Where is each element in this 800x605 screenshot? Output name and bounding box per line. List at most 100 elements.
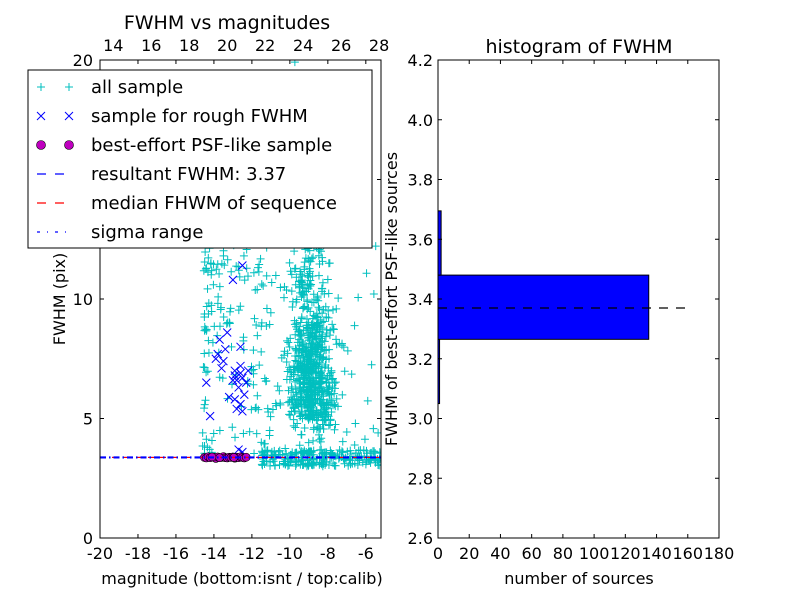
all-sample-point xyxy=(280,347,289,356)
rough-sample-point xyxy=(228,375,238,385)
all-sample-point xyxy=(218,374,227,383)
x-tick-label: -12 xyxy=(239,544,265,563)
all-sample-point xyxy=(300,258,309,267)
all-sample-point xyxy=(291,462,300,471)
all-sample-point xyxy=(291,264,300,273)
all-sample-point xyxy=(290,367,299,376)
all-sample-point xyxy=(223,318,232,327)
all-sample-point xyxy=(282,286,291,295)
all-sample-point xyxy=(350,321,359,330)
all-sample-point xyxy=(315,358,324,367)
all-sample-point xyxy=(297,313,306,322)
scatter-title: FWHM vs magnitudes xyxy=(124,12,330,34)
all-sample-point xyxy=(296,318,305,327)
all-sample-point xyxy=(371,242,380,251)
all-sample-point xyxy=(328,305,337,314)
all-sample-point xyxy=(342,428,351,437)
all-sample-point xyxy=(215,282,224,291)
all-sample-point xyxy=(213,260,222,269)
all-sample-point xyxy=(319,392,328,401)
all-sample-point xyxy=(346,449,355,458)
legend-label: median FHWM of sequence xyxy=(91,193,337,214)
all-sample-point xyxy=(291,377,300,386)
all-sample-point xyxy=(249,346,258,355)
x-tick-label: 20 xyxy=(459,544,479,563)
all-sample-point xyxy=(324,421,333,430)
rough-sample-point xyxy=(239,390,249,399)
all-sample-point xyxy=(318,399,327,408)
all-sample-point xyxy=(226,307,235,316)
rough-sample-point xyxy=(230,395,240,404)
all-sample-point xyxy=(226,304,235,313)
all-sample-point xyxy=(280,282,289,291)
all-sample-point xyxy=(260,439,269,448)
all-sample-point xyxy=(304,331,313,340)
scatter-plot: FWHM vs magnitudes -20 -18 -16 -14 -12 -10 -8 -… xyxy=(27,12,389,588)
all-sample-point xyxy=(286,267,295,276)
all-sample-point xyxy=(253,263,262,272)
all-sample-point xyxy=(266,308,275,317)
all-sample-point xyxy=(303,296,312,305)
all-sample-point xyxy=(318,278,327,287)
all-sample-point xyxy=(316,338,325,347)
all-sample-point xyxy=(317,345,326,354)
all-sample-point xyxy=(318,449,327,458)
rough-sample-point xyxy=(201,378,211,388)
all-sample-point xyxy=(257,318,266,327)
all-sample-point xyxy=(243,272,252,281)
all-sample-point xyxy=(257,280,266,289)
all-sample-point xyxy=(296,359,305,368)
all-sample-point xyxy=(323,275,332,284)
all-sample-point xyxy=(285,258,294,267)
all-sample-point xyxy=(208,338,217,347)
all-sample-point xyxy=(323,398,332,407)
all-sample-point xyxy=(332,340,341,349)
all-sample-point xyxy=(209,280,218,289)
all-sample-point xyxy=(282,358,291,367)
all-sample-point xyxy=(338,448,347,457)
all-sample-point xyxy=(252,321,261,330)
histogram-x-label: number of sources xyxy=(504,569,654,588)
all-sample-point xyxy=(318,284,327,293)
legend-frame xyxy=(27,69,373,249)
y-tick-label: 3.6 xyxy=(408,230,433,249)
all-sample-point xyxy=(203,367,212,376)
all-sample-point xyxy=(295,441,304,450)
all-sample-point xyxy=(324,313,333,322)
all-sample-point xyxy=(318,257,327,266)
all-sample-point xyxy=(259,281,268,290)
all-sample-point xyxy=(299,449,308,458)
all-sample-point xyxy=(223,255,232,264)
all-sample-point xyxy=(307,400,316,409)
y-tick-label: 10 xyxy=(73,290,93,309)
rough-sample-point xyxy=(238,406,247,416)
all-sample-point xyxy=(304,368,313,377)
all-sample-point xyxy=(200,441,209,450)
all-sample-point xyxy=(299,344,308,353)
all-sample-point xyxy=(308,373,317,382)
all-sample-point xyxy=(227,342,236,351)
x-tick-label: -16 xyxy=(163,544,189,563)
all-sample-point xyxy=(329,459,338,468)
all-sample-point xyxy=(219,312,228,321)
all-sample-point xyxy=(247,405,256,414)
rough-sample-point xyxy=(234,383,243,392)
all-sample-point xyxy=(312,312,321,321)
all-sample-point xyxy=(339,343,348,352)
all-sample-point xyxy=(317,400,326,409)
all-sample-point xyxy=(325,259,334,268)
x-tick-label: 40 xyxy=(490,544,510,563)
legend-label: all sample xyxy=(91,77,183,98)
all-sample-point xyxy=(319,317,328,326)
all-sample-point xyxy=(199,362,208,371)
all-sample-point xyxy=(302,287,311,296)
all-sample-point xyxy=(271,452,280,461)
all-sample-point xyxy=(284,398,293,407)
all-sample-point xyxy=(309,376,318,385)
all-sample-point xyxy=(213,299,222,308)
all-sample-point xyxy=(310,386,319,395)
all-sample-point xyxy=(307,349,316,358)
all-sample-point xyxy=(347,370,356,379)
